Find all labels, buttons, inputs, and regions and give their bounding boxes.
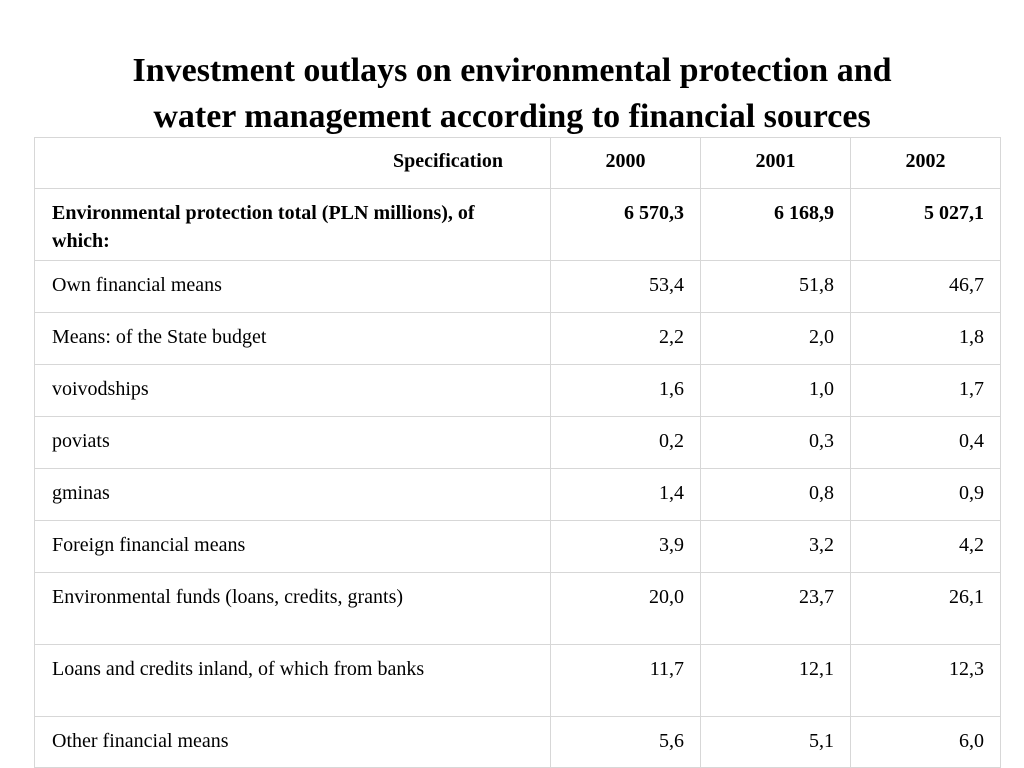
cell-2001: 12,1 xyxy=(700,644,851,717)
header-specification: Specification xyxy=(34,137,551,189)
cell-2001: 23,7 xyxy=(700,572,851,645)
title-line-1: Investment outlays on environmental prot… xyxy=(132,52,892,89)
row-label: Environmental funds (loans, credits, gra… xyxy=(34,572,551,645)
table-row: poviats 0,2 0,3 0,4 xyxy=(34,416,1001,469)
cell-2001: 5,1 xyxy=(700,716,851,768)
cell-2001: 0,3 xyxy=(700,416,851,469)
row-label: Other financial means xyxy=(34,716,551,768)
investment-table: Specification 2000 2001 2002 Environment… xyxy=(34,137,1001,768)
cell-2001: 2,0 xyxy=(700,312,851,365)
cell-2002: 1,8 xyxy=(850,312,1001,365)
row-label: Means: of the State budget xyxy=(34,312,551,365)
cell-2000: 1,4 xyxy=(550,468,701,521)
cell-2002: 26,1 xyxy=(850,572,1001,645)
row-label: Foreign financial means xyxy=(34,520,551,573)
table-row: Means: of the State budget 2,2 2,0 1,8 xyxy=(34,312,1001,365)
row-label: Environmental protection total (PLN mill… xyxy=(34,188,551,261)
table-row: voivodships 1,6 1,0 1,7 xyxy=(34,364,1001,417)
row-label: gminas xyxy=(34,468,551,521)
table-row-total: Environmental protection total (PLN mill… xyxy=(34,188,1001,261)
cell-2001: 6 168,9 xyxy=(700,188,851,261)
cell-2000: 6 570,3 xyxy=(550,188,701,261)
table-row: Own financial means 53,4 51,8 46,7 xyxy=(34,260,1001,313)
cell-2000: 5,6 xyxy=(550,716,701,768)
cell-2002: 5 027,1 xyxy=(850,188,1001,261)
table-row: Environmental funds (loans, credits, gra… xyxy=(34,572,1001,645)
cell-2002: 0,9 xyxy=(850,468,1001,521)
table-row: Loans and credits inland, of which from … xyxy=(34,644,1001,717)
row-label: Loans and credits inland, of which from … xyxy=(34,644,551,717)
row-label: Own financial means xyxy=(34,260,551,313)
row-label: poviats xyxy=(34,416,551,469)
cell-2001: 0,8 xyxy=(700,468,851,521)
table-row: Other financial means 5,6 5,1 6,0 xyxy=(34,716,1001,768)
cell-2000: 11,7 xyxy=(550,644,701,717)
cell-2000: 0,2 xyxy=(550,416,701,469)
cell-2002: 1,7 xyxy=(850,364,1001,417)
cell-2002: 12,3 xyxy=(850,644,1001,717)
cell-2001: 1,0 xyxy=(700,364,851,417)
cell-2000: 53,4 xyxy=(550,260,701,313)
header-year-2002: 2002 xyxy=(850,137,1001,189)
header-year-2001: 2001 xyxy=(700,137,851,189)
cell-2002: 6,0 xyxy=(850,716,1001,768)
title-line-2: water management according to financial … xyxy=(153,98,871,135)
row-label: voivodships xyxy=(34,364,551,417)
header-year-2000: 2000 xyxy=(550,137,701,189)
page-title: Investment outlays on environmental prot… xyxy=(0,48,1024,140)
cell-2001: 3,2 xyxy=(700,520,851,573)
table-row: gminas 1,4 0,8 0,9 xyxy=(34,468,1001,521)
cell-2002: 46,7 xyxy=(850,260,1001,313)
cell-2001: 51,8 xyxy=(700,260,851,313)
cell-2000: 20,0 xyxy=(550,572,701,645)
cell-2002: 0,4 xyxy=(850,416,1001,469)
cell-2000: 3,9 xyxy=(550,520,701,573)
cell-2000: 2,2 xyxy=(550,312,701,365)
table-row: Foreign financial means 3,9 3,2 4,2 xyxy=(34,520,1001,573)
table-header-row: Specification 2000 2001 2002 xyxy=(34,137,1001,189)
cell-2002: 4,2 xyxy=(850,520,1001,573)
cell-2000: 1,6 xyxy=(550,364,701,417)
